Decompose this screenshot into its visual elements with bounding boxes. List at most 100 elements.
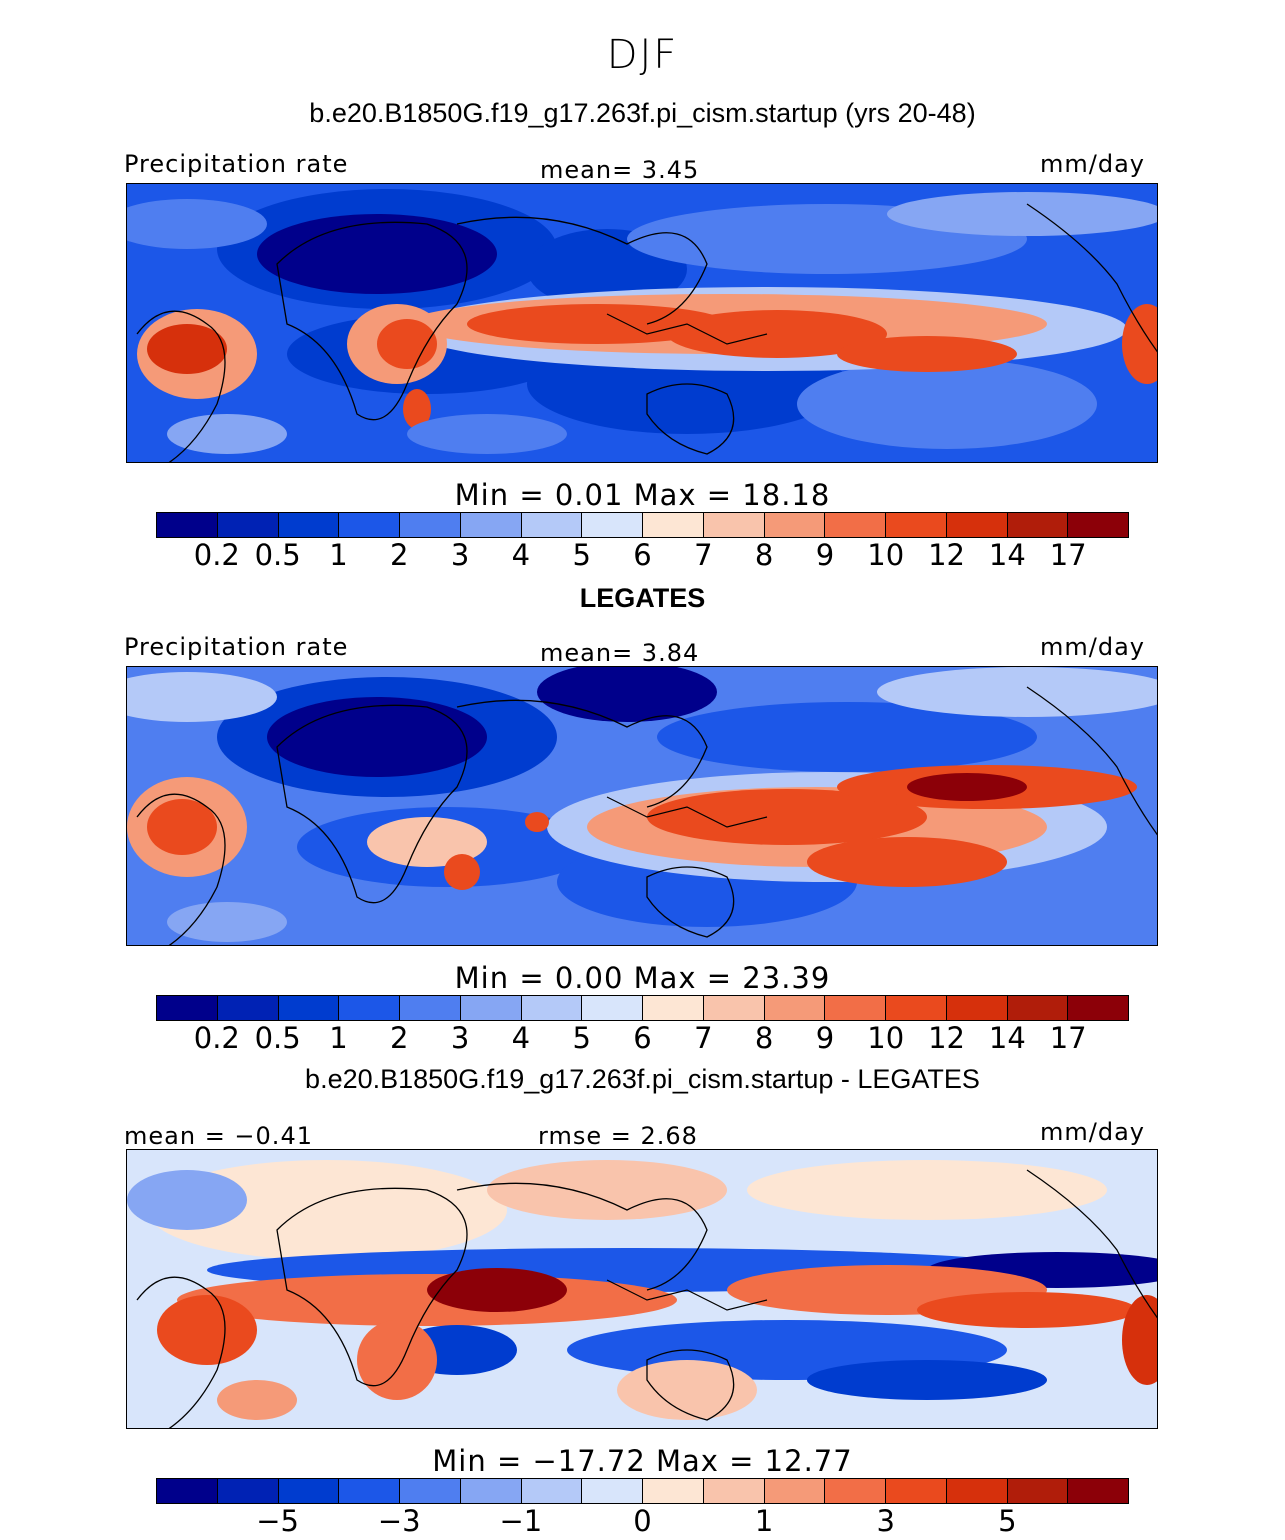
panel2-tick-label: 9 bbox=[815, 1021, 835, 1055]
panel2-tick-label: 4 bbox=[511, 1021, 531, 1055]
panel2-tick-label: 5 bbox=[572, 1021, 591, 1055]
panel2-color-box bbox=[278, 996, 340, 1020]
panel2-color-box bbox=[886, 996, 947, 1020]
panel1-tick-label: 7 bbox=[694, 538, 713, 572]
panel3-tick-label: 3 bbox=[876, 1504, 895, 1538]
panel2-color-box bbox=[400, 996, 461, 1020]
panel3-units-label: mm/day bbox=[1040, 1118, 1145, 1146]
panel2-tick-label: 3 bbox=[450, 1021, 470, 1055]
panel1-tick-label: 4 bbox=[511, 538, 531, 572]
panel3-color-box bbox=[157, 1479, 218, 1503]
panel3-title: b.e20.B1850G.f19_g17.263f.pi_cism.startu… bbox=[305, 1064, 980, 1094]
panel2-color-box bbox=[217, 996, 279, 1020]
panel3-tick-label: 1 bbox=[754, 1504, 774, 1538]
panel1-contour-plot bbox=[127, 184, 1157, 462]
panel3-color-box bbox=[825, 1479, 886, 1503]
panel1-color-box bbox=[946, 513, 1008, 537]
panel1-color-box bbox=[1007, 513, 1069, 537]
panel3-color-box bbox=[460, 1479, 522, 1503]
panel2-units-label: mm/day bbox=[1040, 633, 1145, 661]
panel1-color-box bbox=[217, 513, 279, 537]
panel2-tick-label: 6 bbox=[633, 1021, 652, 1055]
panel1-color-box bbox=[339, 513, 400, 537]
panel2-color-box bbox=[339, 996, 400, 1020]
panel1-map bbox=[126, 183, 1158, 463]
panel3-color-box bbox=[339, 1479, 400, 1503]
panel1-title: b.e20.B1850G.f19_g17.263f.pi_cism.startu… bbox=[309, 98, 976, 128]
panel2-color-box bbox=[1068, 996, 1128, 1020]
panel3-color-box bbox=[886, 1479, 947, 1503]
panel3-tick-label: 5 bbox=[998, 1504, 1017, 1538]
panel3-color-box bbox=[217, 1479, 279, 1503]
panel3-minmax: Min = −17.72 Max = 12.77 bbox=[432, 1444, 853, 1478]
panel2-tick-label: 1 bbox=[329, 1021, 348, 1055]
panel3-color-box bbox=[946, 1479, 1008, 1503]
panel3-color-box bbox=[1068, 1479, 1128, 1503]
panel2-variable-label: Precipitation rate bbox=[124, 633, 349, 661]
panel2-tick-label: 10 bbox=[867, 1021, 905, 1055]
panel2-tick-label: 12 bbox=[928, 1021, 966, 1055]
panel1-tick-label: 2 bbox=[390, 538, 409, 572]
panel1-tick-label: 5 bbox=[572, 538, 591, 572]
panel2-color-box bbox=[157, 996, 218, 1020]
panel1-color-box bbox=[521, 513, 583, 537]
panel3-color-box bbox=[582, 1479, 643, 1503]
panel1-mean-label: mean= 3.45 bbox=[540, 156, 700, 184]
panel2-color-box bbox=[582, 996, 643, 1020]
panel1-minmax: Min = 0.01 Max = 18.18 bbox=[454, 478, 831, 512]
panel2-tick-label: 8 bbox=[754, 1021, 774, 1055]
panel2-contour-plot bbox=[127, 667, 1157, 945]
panel1-color-box bbox=[400, 513, 461, 537]
panel3-tick-label: −1 bbox=[499, 1504, 543, 1538]
panel1-tick-label: 3 bbox=[450, 538, 470, 572]
panel2-color-box bbox=[1007, 996, 1069, 1020]
panel3-colorbar bbox=[156, 1478, 1129, 1504]
panel3-color-box bbox=[703, 1479, 765, 1503]
season-title: DJF bbox=[606, 32, 679, 78]
panel1-color-box bbox=[643, 513, 704, 537]
panel3-color-box bbox=[1007, 1479, 1069, 1503]
panel1-tick-label: 10 bbox=[867, 538, 905, 572]
panel3-contour-plot bbox=[127, 1150, 1157, 1428]
panel1-tick-label: 6 bbox=[633, 538, 652, 572]
panel1-units-label: mm/day bbox=[1040, 150, 1145, 178]
panel3-mean-label: mean = −0.41 bbox=[124, 1122, 313, 1150]
panel2-colorbar bbox=[156, 995, 1129, 1021]
panel2-color-box bbox=[460, 996, 522, 1020]
panel3-tick-label: −3 bbox=[377, 1504, 421, 1538]
panel1-tick-label: 1 bbox=[329, 538, 348, 572]
panel1-color-box bbox=[278, 513, 340, 537]
panel1-color-box bbox=[825, 513, 886, 537]
panel1-tick-label: 8 bbox=[754, 538, 774, 572]
panel2-tick-label: 0.5 bbox=[254, 1021, 301, 1055]
panel1-color-box bbox=[703, 513, 765, 537]
panel2-tick-label: 0.2 bbox=[193, 1021, 240, 1055]
panel2-map bbox=[126, 666, 1158, 946]
panel2-color-box bbox=[764, 996, 826, 1020]
panel1-color-box bbox=[1068, 513, 1128, 537]
panel2-tick-label: 17 bbox=[1049, 1021, 1087, 1055]
panel2-color-box bbox=[521, 996, 583, 1020]
panel1-tick-label: 14 bbox=[988, 538, 1026, 572]
panel3-color-box bbox=[400, 1479, 461, 1503]
panel2-mean-label: mean= 3.84 bbox=[540, 639, 700, 667]
panel3-map bbox=[126, 1149, 1158, 1429]
panel1-colorbar bbox=[156, 512, 1129, 538]
panel2-tick-label: 14 bbox=[988, 1021, 1026, 1055]
panel1-tick-label: 9 bbox=[815, 538, 835, 572]
panel2-title: LEGATES bbox=[579, 583, 706, 613]
panel1-tick-label: 0.5 bbox=[254, 538, 301, 572]
panel3-tick-label: 0 bbox=[633, 1504, 652, 1538]
panel3-rmse-label: rmse = 2.68 bbox=[538, 1122, 698, 1150]
panel2-color-box bbox=[643, 996, 704, 1020]
panel3-color-box bbox=[521, 1479, 583, 1503]
panel2-color-box bbox=[946, 996, 1008, 1020]
panel1-tick-label: 17 bbox=[1049, 538, 1087, 572]
panel3-color-box bbox=[643, 1479, 704, 1503]
panel1-color-box bbox=[764, 513, 826, 537]
panel1-color-box bbox=[582, 513, 643, 537]
panel2-tick-label: 7 bbox=[694, 1021, 713, 1055]
panel3-color-box bbox=[278, 1479, 340, 1503]
panel3-color-box bbox=[764, 1479, 826, 1503]
panel2-minmax: Min = 0.00 Max = 23.39 bbox=[454, 961, 831, 995]
